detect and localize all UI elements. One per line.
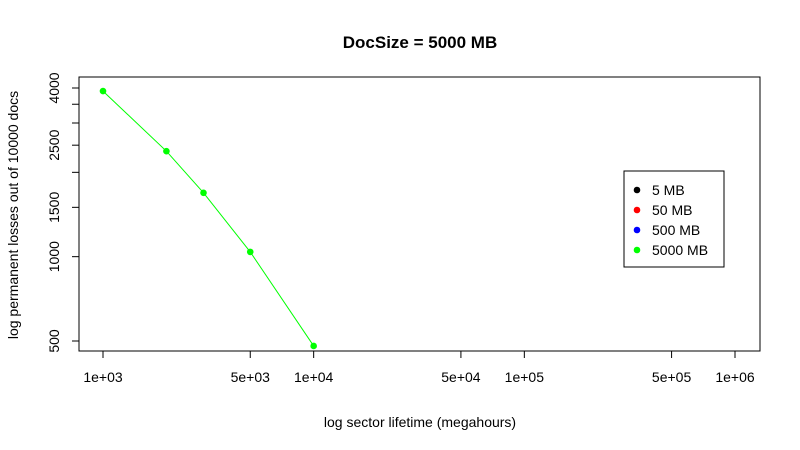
data-point [200,189,207,197]
y-tick-label: 2500 [46,129,62,160]
series-line [102,90,315,347]
x-tick-label: 1e+06 [715,369,755,385]
series-layer [99,87,317,350]
data-point [163,147,170,155]
legend-label: 5 MB [652,182,685,198]
y-tick-label: 4000 [46,72,62,103]
legend-marker [633,246,641,254]
x-tick-label: 1e+04 [294,369,334,385]
legend: 5 MB 50 MB 500 MB 5000 MB [623,170,725,268]
y-axis-label: log permanent losses out of 10000 docs [5,91,21,339]
legend-label: 50 MB [652,202,692,218]
legend-label: 5000 MB [652,242,708,258]
x-tick-label: 5e+05 [652,369,692,385]
x-tick-label: 1e+03 [83,369,123,385]
x-tick-label: 5e+03 [231,369,271,385]
data-point [246,248,254,256]
data-point [310,342,317,350]
legend-box [623,170,725,268]
x-axis: 1e+03 5e+03 1e+04 5e+04 1e+05 5e+05 1e+06 [83,350,755,385]
legend-marker [633,206,641,214]
legend-marker [633,186,641,194]
x-tick-label: 1e+05 [505,369,545,385]
y-tick-label: 1000 [46,241,62,272]
y-axis: 500 1000 1500 2500 4000 [46,72,80,353]
legend-marker [633,226,641,234]
legend-label: 500 MB [652,222,700,238]
data-point [99,87,107,95]
x-axis-label: log sector lifetime (megahours) [324,414,516,430]
x-tick-label: 5e+04 [441,369,481,385]
y-tick-label: 1500 [46,192,62,223]
y-tick-label: 500 [46,329,62,353]
chart-title: DocSize = 5000 MB [343,33,498,52]
